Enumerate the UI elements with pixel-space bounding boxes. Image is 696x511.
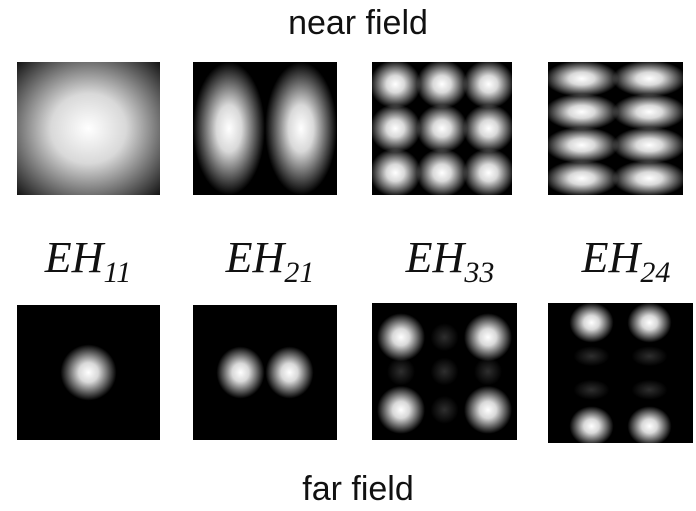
mode-label: EH33	[405, 233, 495, 289]
mode-index: 21	[284, 256, 314, 289]
mode-label: EH21	[225, 233, 315, 289]
intensity-lobe	[431, 358, 459, 386]
intensity-lobe	[612, 60, 686, 97]
intensity-lobe	[474, 358, 502, 386]
intensity-lobe	[377, 313, 425, 361]
intensity-lobe	[570, 406, 614, 446]
intensity-lobe	[416, 60, 467, 109]
intensity-lobe	[545, 94, 619, 131]
intensity-lobe	[545, 60, 619, 97]
intensity-lobe	[370, 104, 421, 153]
far-field-title: far field	[302, 470, 414, 506]
intensity-lobe	[416, 104, 467, 153]
intensity-lobe	[265, 347, 313, 399]
mode-image	[193, 305, 337, 440]
intensity-lobe	[0, 29, 196, 229]
intensity-lobe	[632, 380, 668, 400]
intensity-lobe	[574, 346, 610, 366]
intensity-lobe	[574, 380, 610, 400]
intensity-lobe	[61, 345, 117, 401]
intensity-lobe	[377, 386, 425, 434]
mode-name: EH	[581, 233, 643, 282]
intensity-lobe	[431, 323, 459, 351]
figure: near field far field EH11EH21EH33EH24	[0, 0, 696, 506]
intensity-lobe	[387, 358, 415, 386]
near-field-title: near field	[288, 4, 428, 42]
intensity-lobe	[570, 303, 614, 343]
intensity-lobe	[463, 60, 514, 109]
intensity-lobe	[612, 94, 686, 131]
intensity-lobe	[464, 386, 512, 434]
intensity-lobe	[632, 346, 668, 366]
intensity-lobe	[265, 62, 337, 195]
intensity-lobe	[193, 62, 265, 195]
mode-label: EH11	[44, 233, 131, 289]
intensity-lobe	[217, 347, 265, 399]
mode-name: EH	[225, 233, 287, 282]
mode-index: 33	[463, 256, 494, 289]
intensity-lobe	[628, 406, 672, 446]
mode-index: 24	[640, 256, 670, 289]
intensity-lobe	[431, 396, 459, 424]
intensity-lobe	[612, 160, 686, 197]
intensity-lobe	[463, 148, 514, 197]
intensity-lobe	[463, 104, 514, 153]
intensity-lobe	[370, 148, 421, 197]
intensity-lobe	[545, 160, 619, 197]
intensity-lobe	[628, 303, 672, 343]
mode-name: EH	[44, 233, 106, 282]
mode-index: 11	[103, 256, 131, 289]
intensity-lobe	[416, 148, 467, 197]
intensity-lobe	[464, 313, 512, 361]
mode-label: EH24	[581, 233, 671, 289]
intensity-lobe	[545, 127, 619, 164]
intensity-lobe	[370, 60, 421, 109]
mode-name: EH	[405, 233, 467, 282]
intensity-lobe	[612, 127, 686, 164]
